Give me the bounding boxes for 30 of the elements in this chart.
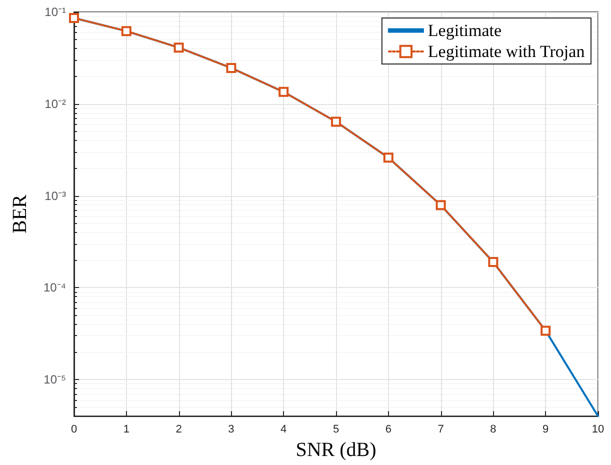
- point: [488, 257, 498, 268]
- point: [69, 13, 79, 24]
- y-tick-label: 10⁻⁴: [43, 280, 66, 295]
- point: [331, 116, 341, 127]
- point: [383, 152, 394, 163]
- x-tick-label: 4: [280, 424, 287, 436]
- x-axis-title: SNR (dB): [296, 439, 376, 461]
- x-tick-label: 3: [228, 424, 234, 436]
- x-tick-label: 6: [385, 424, 392, 436]
- x-tick-label: 10: [592, 424, 604, 436]
- x-tick-label: 9: [542, 424, 549, 436]
- y-tick-label: 10⁻¹: [44, 5, 66, 19]
- y-axis-title: BER: [9, 194, 31, 234]
- point: [226, 62, 236, 73]
- point: [278, 86, 289, 97]
- y-tick-label: 10⁻³: [44, 188, 66, 203]
- point: [540, 326, 551, 336]
- legend-label: Legitimate with Trojan: [428, 42, 586, 61]
- x-tick-label: 1: [123, 424, 130, 436]
- x-tick-label: 5: [332, 424, 340, 436]
- x-tick-label: 2: [176, 424, 182, 436]
- x-tick-label: 7: [438, 424, 444, 436]
- y-tick-label: 10⁻⁵: [44, 372, 66, 387]
- point: [121, 26, 132, 36]
- point: [174, 42, 184, 53]
- legend-label: Legitimate: [428, 21, 502, 40]
- x-tick-label: 8: [490, 424, 496, 436]
- point: [436, 200, 446, 210]
- y-tick-label: 10⁻²: [44, 96, 66, 111]
- x-tick-label: 0: [70, 424, 78, 436]
